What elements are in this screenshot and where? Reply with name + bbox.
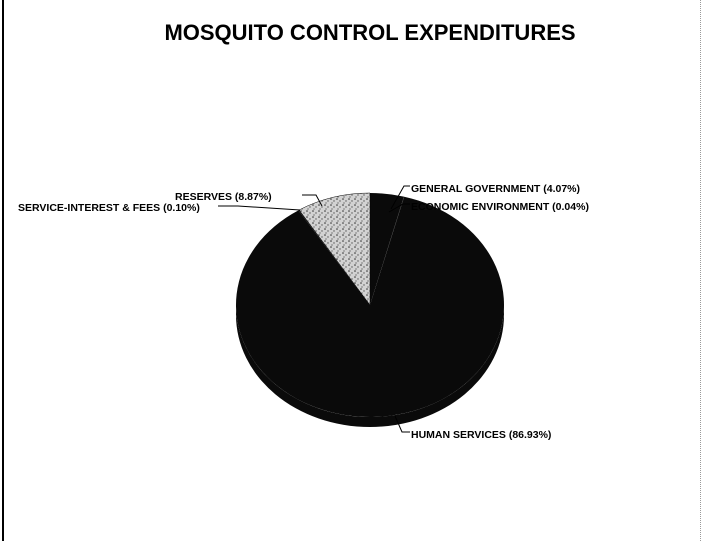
leader-reserves xyxy=(302,194,323,207)
slice-human-services xyxy=(236,196,504,417)
leader-service-interest-fees xyxy=(218,205,301,211)
slice-general-government xyxy=(370,193,404,305)
leader-general-government xyxy=(390,185,410,210)
label-reserves: RESERVES (8.87%) xyxy=(175,191,272,203)
leader-human-services xyxy=(394,415,410,433)
label-general-government: GENERAL GOVERNMENT (4.07%) xyxy=(411,183,580,195)
label-service-interest-fees: SERVICE-INTEREST & FEES (0.10%) xyxy=(18,202,200,214)
left-border xyxy=(2,0,4,541)
pie-top xyxy=(236,192,504,417)
label-human-services: HUMAN SERVICES (86.93%) xyxy=(411,429,551,441)
label-economic-environment: ECONOMIC ENVIRONMENT (0.04%) xyxy=(411,201,589,213)
slice-labels: GENERAL GOVERNMENT (4.07%) ECONOMIC ENVI… xyxy=(18,183,589,441)
chart-title: MOSQUITO CONTROL EXPENDITURES xyxy=(164,20,576,45)
leader-lines xyxy=(218,185,410,433)
leader-economic-environment xyxy=(388,203,410,213)
right-border xyxy=(700,0,701,541)
slice-economic-environment xyxy=(370,196,405,305)
